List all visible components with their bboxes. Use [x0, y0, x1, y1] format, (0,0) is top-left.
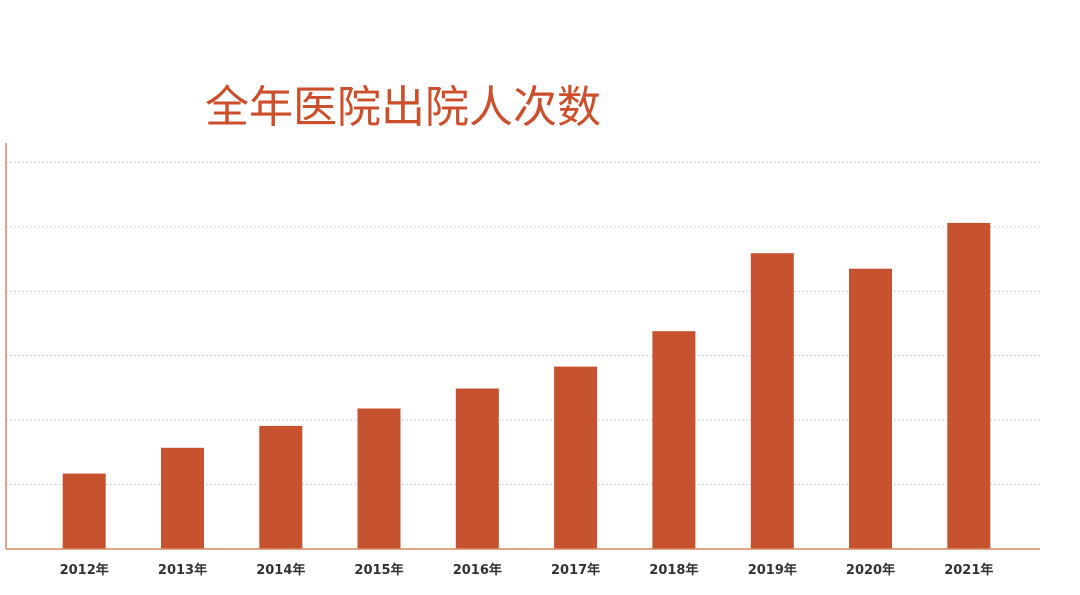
x-tick-label: 2020年 [846, 562, 895, 578]
x-tick-label: 2014年 [256, 562, 305, 578]
x-tick-label: 2021年 [944, 562, 993, 578]
bar-2014年 [259, 425, 303, 549]
bar-2018年 [652, 331, 696, 549]
x-tick-label: 2013年 [158, 562, 207, 578]
x-tick-label: 2019年 [748, 562, 797, 578]
bar-2019年 [750, 253, 794, 549]
x-tick-label: 2018年 [649, 562, 698, 578]
x-tick-label: 2015年 [354, 562, 403, 578]
x-tick-labels: 2012年 2013年 2014年 2015年 2016年 2017年 2018年 2019年… [60, 562, 994, 578]
bar-2021年 [947, 222, 991, 549]
bars [62, 222, 991, 549]
x-tick-label: 2012年 [60, 562, 109, 578]
bar-2020年 [849, 268, 892, 549]
bar-2016年 [455, 388, 499, 549]
chart-title: 全年医院出院人次数 [205, 82, 601, 133]
x-tick-label: 2016年 [453, 562, 502, 578]
bar-2012年 [62, 473, 106, 549]
x-tick-label: 2017年 [551, 562, 600, 578]
bar-2015年 [357, 408, 401, 549]
bar-2013年 [161, 447, 204, 549]
bar-2017年 [554, 366, 598, 549]
